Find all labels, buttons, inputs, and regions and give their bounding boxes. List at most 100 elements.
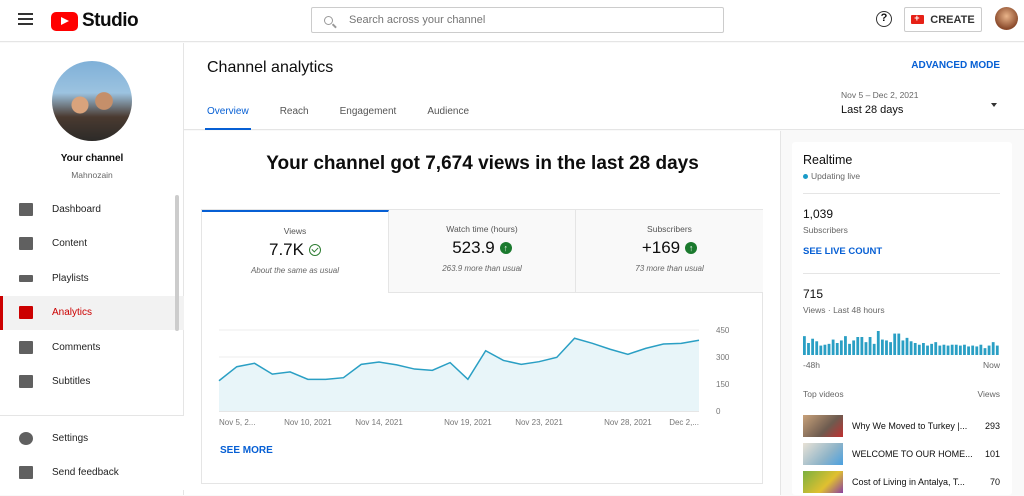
realtime-bar (918, 345, 921, 355)
list-item[interactable]: Why We Moved to Turkey |...293 (803, 412, 1000, 440)
youtube-logo-icon (51, 12, 78, 31)
see-more-link[interactable]: SEE MORE (220, 445, 273, 456)
video-thumbnail (803, 471, 843, 493)
x-tick-label: Nov 28, 2021 (604, 418, 652, 427)
realtime-bar (938, 346, 941, 355)
metrics-panel: Views 7.7K About the same as usual Watch… (201, 209, 763, 484)
create-button[interactable]: CREATE (904, 7, 982, 32)
realtime-views-label: Views · Last 48 hours (803, 305, 885, 315)
realtime-bar (893, 334, 896, 355)
realtime-bar (975, 346, 978, 355)
sidebar: Your channel Mahnozain Dashboard Content… (0, 43, 184, 495)
subscribers-label: Subscribers (803, 225, 848, 235)
sidebar-item-label: Playlists (52, 273, 89, 284)
sidebar-item-playlists[interactable]: Playlists (0, 261, 184, 296)
check-circle-icon (309, 244, 321, 256)
metric-value: +169 (642, 238, 680, 258)
end-label: Now (983, 360, 1000, 370)
realtime-bar (856, 337, 859, 355)
channel-avatar[interactable] (52, 61, 132, 141)
metric-value: 523.9 (452, 238, 495, 258)
realtime-bar (955, 345, 958, 355)
account-avatar[interactable] (995, 7, 1018, 30)
metric-subscribers[interactable]: Subscribers +169↑ 73 more than usual (576, 210, 763, 293)
metric-note: 73 more than usual (576, 264, 763, 273)
realtime-bar (877, 331, 880, 355)
sidebar-item-settings[interactable]: Settings (0, 421, 184, 456)
video-title: Why We Moved to Turkey |... (852, 421, 976, 431)
metric-value: 7.7K (269, 240, 304, 260)
realtime-bar (967, 346, 970, 355)
realtime-bar (815, 341, 818, 355)
realtime-bar (906, 338, 909, 355)
period-label: Last 28 days (841, 104, 919, 116)
create-label: CREATE (930, 14, 974, 26)
realtime-bar (902, 340, 905, 355)
channel-label: Your channel (0, 153, 184, 164)
sidebar-item-send-feedback[interactable]: Send feedback (0, 456, 184, 491)
video-views: 70 (976, 477, 1000, 487)
x-tick-label: Nov 19, 2021 (444, 418, 492, 427)
sidebar-item-content[interactable]: Content (0, 227, 184, 262)
live-status: Updating live (803, 171, 860, 181)
tabs: Overview Reach Engagement Audience (207, 106, 500, 130)
search-box[interactable] (311, 7, 724, 33)
realtime-bar (819, 346, 822, 355)
live-status-text: Updating live (811, 171, 860, 181)
metric-views[interactable]: Views 7.7K About the same as usual (202, 210, 389, 293)
subscriber-count: 1,039 (803, 207, 833, 221)
search-input[interactable] (349, 14, 689, 26)
y-tick-label: 150 (716, 380, 730, 389)
search-icon (324, 16, 333, 25)
realtime-bar (824, 345, 827, 355)
realtime-bar (844, 336, 847, 355)
playlists-icon (19, 275, 33, 282)
date-range-selector[interactable]: Nov 5 – Dec 2, 2021 Last 28 days (841, 90, 919, 116)
sidebar-item-comments[interactable]: Comments (0, 330, 184, 365)
list-item[interactable]: WELCOME TO OUR HOME...101 (803, 440, 1000, 468)
sidebar-item-analytics[interactable]: Analytics (0, 296, 184, 331)
realtime-bar (836, 343, 839, 355)
sidebar-nav: Dashboard Content Playlists Analytics Co… (0, 192, 184, 399)
realtime-bar (811, 339, 814, 355)
sidebar-scrollbar[interactable] (175, 195, 179, 331)
realtime-bar (852, 340, 855, 355)
advanced-mode-button[interactable]: ADVANCED MODE (911, 60, 1000, 71)
realtime-bar (910, 341, 913, 355)
sidebar-item-label: Content (52, 238, 87, 249)
see-live-count-link[interactable]: SEE LIVE COUNT (803, 246, 882, 257)
page-title: Channel analytics (207, 59, 333, 77)
tab-audience[interactable]: Audience (427, 106, 469, 130)
video-title: Cost of Living in Antalya, T... (852, 477, 976, 487)
video-views: 293 (976, 421, 1000, 431)
video-camera-icon (911, 15, 924, 24)
metric-label: Watch time (hours) (389, 224, 575, 234)
metric-note: About the same as usual (202, 266, 388, 275)
realtime-bar (897, 334, 900, 355)
tab-reach[interactable]: Reach (280, 106, 309, 130)
sidebar-item-subtitles[interactable]: Subtitles (0, 365, 184, 400)
sidebar-item-dashboard[interactable]: Dashboard (0, 192, 184, 227)
realtime-bar (807, 343, 810, 355)
realtime-bar (840, 340, 843, 355)
realtime-bar (951, 345, 954, 355)
metric-label: Views (202, 226, 388, 236)
headline: Your channel got 7,674 views in the last… (184, 153, 781, 175)
realtime-bar (873, 344, 876, 355)
tab-overview[interactable]: Overview (207, 106, 249, 130)
list-item[interactable]: Cost of Living in Antalya, T...70 (803, 468, 1000, 496)
sidebar-item-label: Comments (52, 342, 100, 353)
hamburger-menu-icon[interactable] (18, 13, 33, 25)
sidebar-bottom: Settings Send feedback (0, 415, 184, 490)
tab-engagement[interactable]: Engagement (340, 106, 397, 130)
metric-watch-time[interactable]: Watch time (hours) 523.9↑ 263.9 more tha… (389, 210, 576, 293)
realtime-bar (930, 344, 933, 355)
sidebar-item-label: Analytics (52, 307, 92, 318)
area-fill (219, 338, 699, 411)
realtime-bar (996, 346, 999, 355)
top-videos-label: Top videos (803, 389, 844, 399)
help-icon[interactable]: ? (876, 11, 892, 27)
youtube-studio-logo[interactable]: Studio (51, 10, 138, 32)
realtime-bar (922, 343, 925, 355)
realtime-bar (914, 343, 917, 355)
